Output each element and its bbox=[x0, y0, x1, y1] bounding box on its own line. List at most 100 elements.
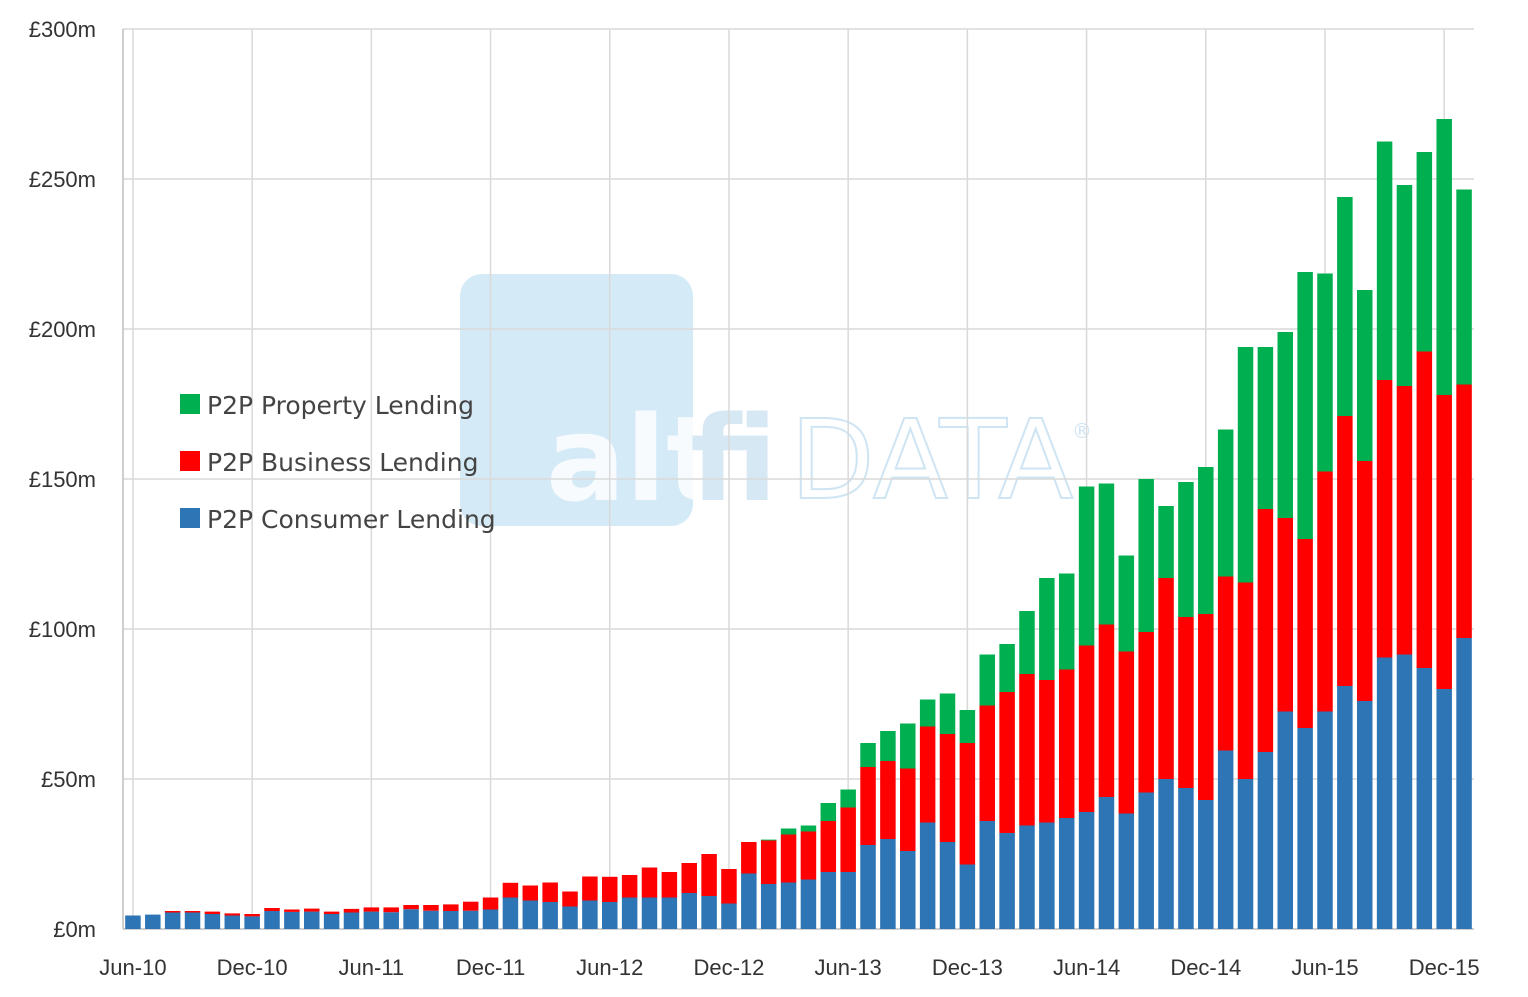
bar-business bbox=[403, 905, 419, 910]
bar-consumer bbox=[562, 906, 578, 929]
bar-business bbox=[979, 705, 995, 821]
bar-business bbox=[184, 911, 201, 913]
bar-property bbox=[780, 828, 797, 835]
bar-business bbox=[244, 914, 260, 917]
bar-business bbox=[343, 908, 360, 913]
x-tick-label: Dec-12 bbox=[694, 955, 765, 980]
bar-business bbox=[741, 842, 757, 874]
x-tick-label: Jun-14 bbox=[1053, 955, 1120, 980]
bar-consumer bbox=[860, 845, 876, 929]
bar-consumer bbox=[224, 915, 241, 929]
bar-consumer bbox=[681, 893, 697, 929]
bar-property bbox=[1237, 347, 1254, 583]
x-axis: Jun-10 Dec-10 Jun-11 Dec-11 Jun-12 Dec-12 Jun-… bbox=[99, 955, 1479, 980]
bar-consumer bbox=[1297, 728, 1313, 929]
bar-property bbox=[959, 710, 976, 743]
bar-consumer bbox=[1217, 750, 1234, 929]
bar-business bbox=[284, 909, 300, 912]
watermark-box bbox=[460, 274, 693, 526]
bar-consumer bbox=[1277, 711, 1294, 929]
bar-property bbox=[900, 723, 916, 769]
bar-business bbox=[721, 869, 737, 904]
bar-property bbox=[1039, 578, 1055, 680]
bar-consumer bbox=[1456, 638, 1472, 929]
y-tick-label: £300m bbox=[29, 17, 96, 42]
bar-consumer bbox=[482, 909, 499, 929]
bar-consumer bbox=[1337, 686, 1353, 929]
y-tick-label: £200m bbox=[29, 317, 96, 342]
bar-consumer bbox=[701, 896, 717, 929]
bar-property bbox=[1138, 479, 1154, 632]
legend: P2P Property Lending P2P Business Lendin… bbox=[180, 391, 496, 534]
bar-consumer bbox=[502, 897, 519, 929]
bar-consumer bbox=[363, 911, 380, 929]
bar-business bbox=[1039, 680, 1055, 823]
bar-property bbox=[1297, 272, 1313, 539]
bar-business bbox=[760, 840, 777, 884]
bar-property bbox=[1376, 141, 1393, 380]
bar-business bbox=[1078, 645, 1095, 812]
x-tick-label: Jun-13 bbox=[815, 955, 882, 980]
bar-business bbox=[1416, 351, 1433, 668]
bar-consumer bbox=[164, 912, 181, 929]
y-tick-label: £150m bbox=[29, 467, 96, 492]
bar-consumer bbox=[1178, 788, 1194, 929]
bar-business bbox=[323, 911, 340, 914]
bar-business bbox=[224, 913, 241, 916]
x-tick-label: Dec-13 bbox=[932, 955, 1003, 980]
bar-consumer bbox=[284, 911, 300, 929]
bar-business bbox=[1118, 651, 1135, 814]
bar-business bbox=[1277, 518, 1294, 712]
bar-business bbox=[1376, 380, 1393, 658]
bar-property bbox=[820, 803, 837, 821]
bar-business bbox=[641, 867, 658, 898]
bar-business bbox=[1337, 416, 1353, 686]
bar-consumer bbox=[125, 915, 141, 929]
x-tick-label: Jun-12 bbox=[576, 955, 643, 980]
bar-consumer bbox=[1257, 752, 1274, 929]
bar-business bbox=[999, 692, 1015, 833]
bar-consumer bbox=[244, 916, 260, 929]
bar-consumer bbox=[641, 897, 658, 929]
bar-business bbox=[502, 882, 519, 898]
bar-consumer bbox=[1058, 818, 1075, 929]
bar-consumer bbox=[919, 822, 936, 929]
bar-business bbox=[602, 876, 618, 902]
bar-property bbox=[1019, 611, 1035, 674]
bar-business bbox=[462, 901, 479, 911]
bar-consumer bbox=[880, 839, 896, 929]
bar-business bbox=[1456, 384, 1472, 638]
bar-business bbox=[363, 907, 380, 912]
bar-business bbox=[820, 821, 837, 872]
watermark-registered-mark: ® bbox=[1072, 419, 1092, 443]
bar-business bbox=[1436, 395, 1452, 689]
bar-property bbox=[1416, 152, 1433, 352]
legend-label-property: P2P Property Lending bbox=[207, 391, 474, 420]
bar-series bbox=[125, 119, 1472, 929]
bar-property bbox=[939, 693, 956, 734]
bar-property bbox=[1337, 197, 1353, 416]
bar-consumer bbox=[582, 900, 598, 929]
bar-consumer bbox=[741, 873, 757, 929]
bar-property bbox=[1098, 483, 1115, 625]
bar-business bbox=[204, 911, 221, 914]
bar-property bbox=[1217, 429, 1234, 577]
bar-business bbox=[860, 767, 876, 845]
x-tick-label: Dec-11 bbox=[456, 955, 525, 980]
bar-consumer bbox=[1158, 779, 1174, 929]
y-tick-label: £50m bbox=[41, 767, 96, 792]
bar-consumer bbox=[145, 914, 161, 929]
bar-business bbox=[701, 854, 717, 896]
bar-business bbox=[1237, 582, 1254, 779]
bar-consumer bbox=[204, 914, 221, 929]
bar-business bbox=[522, 885, 539, 901]
bar-business bbox=[1138, 632, 1154, 793]
bar-property bbox=[800, 825, 817, 832]
bar-consumer bbox=[343, 912, 360, 929]
bar-consumer bbox=[1237, 779, 1254, 929]
bar-consumer bbox=[800, 879, 817, 929]
bar-consumer bbox=[323, 914, 340, 929]
bar-business bbox=[1396, 386, 1413, 655]
bar-business bbox=[780, 834, 797, 883]
bar-consumer bbox=[1356, 701, 1373, 929]
